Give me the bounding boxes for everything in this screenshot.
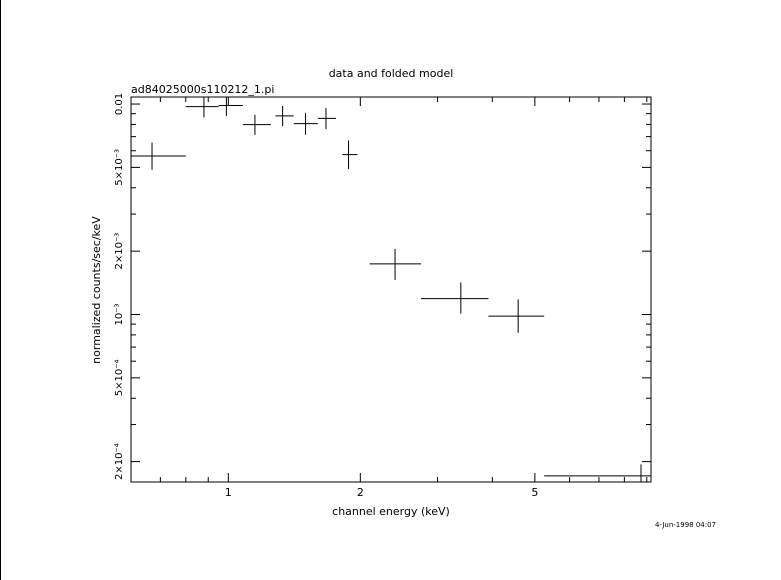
y-tick-label: 5×10⁻⁴ [114,359,125,396]
data-point [131,142,186,170]
x-tick-label: 5 [531,486,538,499]
timestamp: 4-Jun-1998 04:07 [655,521,716,529]
plot-frame [130,96,652,483]
y-tick-label: 0.01 [114,93,125,115]
data-point [342,140,358,170]
y-tick-label: 5×10⁻³ [114,149,125,186]
data-point [544,464,651,482]
data-points [131,97,651,482]
data-point [317,107,336,130]
y-tick-label: 10⁻³ [114,303,125,325]
x-tick-label: 2 [357,486,364,499]
x-tick-label: 1 [225,486,232,499]
data-point [218,97,243,117]
x-axis-label: channel energy (keV) [332,505,450,518]
data-point [185,97,219,118]
data-point [369,248,421,280]
data-point [275,105,294,127]
chart-subtitle: ad84025000s110212_1.pi [131,83,274,96]
chart-title: data and folded model [329,67,454,80]
y-axis-label: normalized counts/sec/keV [90,216,103,364]
axis-ticks [131,97,651,482]
window-left-edge [0,0,1,580]
y-tick-label: 2×10⁻³ [114,233,125,270]
axis-tick-labels: 1 2 5 0.01 5×10⁻³ 2×10⁻³ 10⁻³ 5×10⁻⁴ 2×10⁻⁴ [114,93,538,499]
data-point [242,114,271,135]
data-point [488,299,545,333]
data-point [293,112,318,135]
y-tick-label: 2×10⁻⁴ [114,443,125,480]
data-point [420,282,489,314]
